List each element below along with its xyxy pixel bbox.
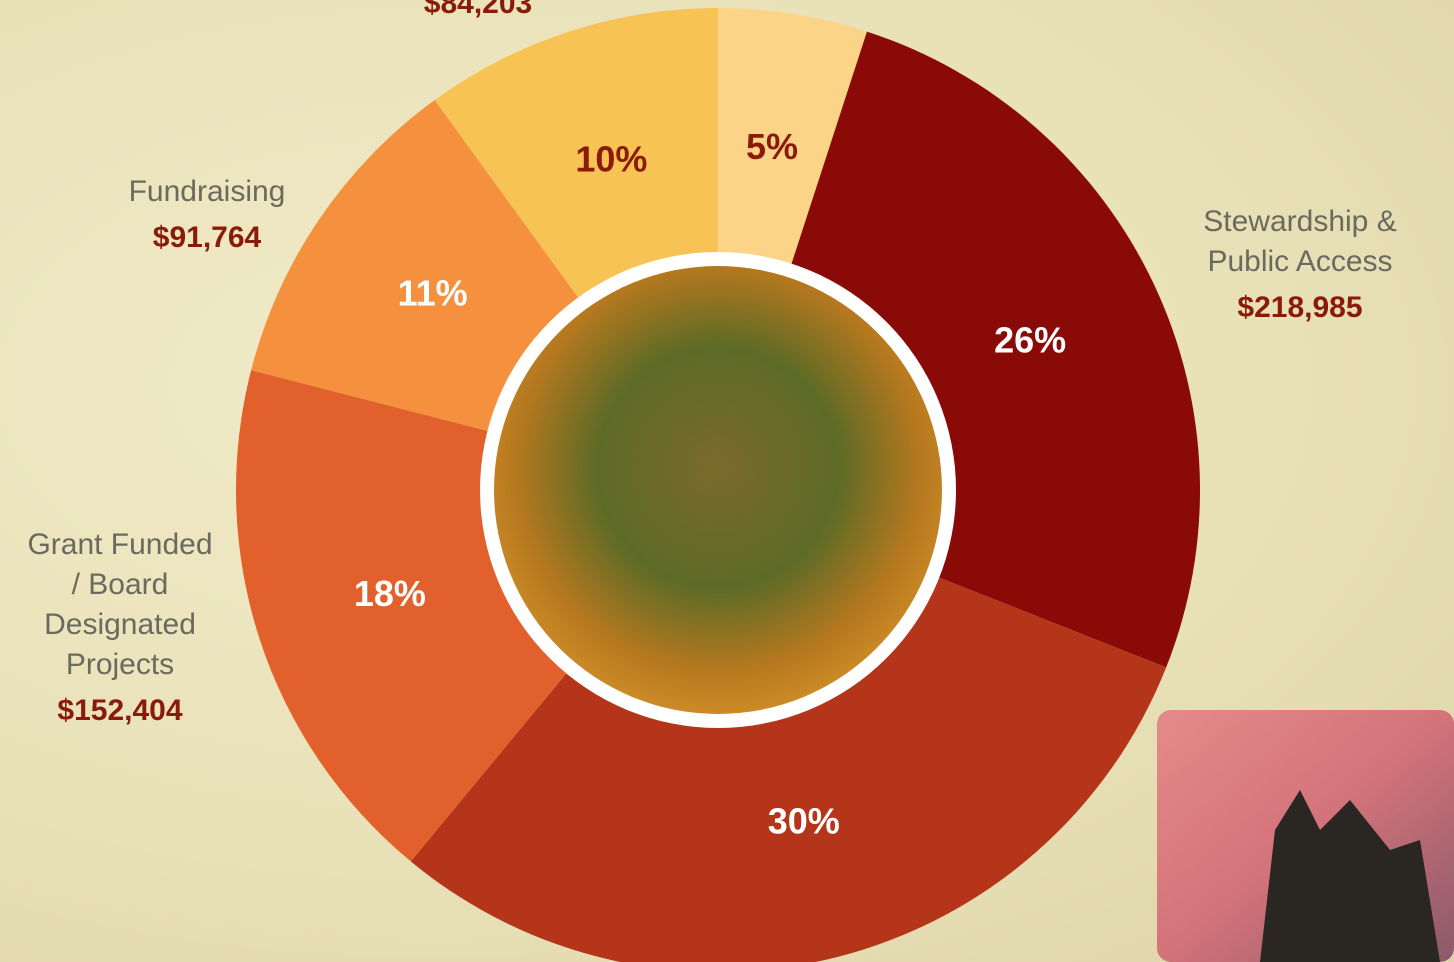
segment-label: Stewardship & Public Access $218,985 [1195, 202, 1405, 328]
percent-label: 26% [994, 320, 1066, 361]
category-name: Stewardship & Public Access [1203, 205, 1397, 278]
category-name: Fundraising [128, 175, 286, 208]
donut-segment [410, 490, 1167, 962]
category-name: Grant Funded / Board Designated Projects [27, 528, 213, 681]
amount: $84,203 [423, 0, 533, 20]
segment-label: Grant Funded / Board Designated Projects… [25, 525, 215, 731]
segment-label: $84,203 [373, 0, 583, 24]
percent-label: 18% [354, 573, 426, 614]
photo-detail [1260, 790, 1440, 962]
percent-label: 5% [746, 126, 798, 167]
percent-label: 11% [398, 273, 468, 314]
center-photo [494, 266, 942, 714]
percent-label: 10% [575, 138, 647, 179]
amount: $218,985 [1237, 291, 1363, 324]
amount: $152,404 [57, 694, 183, 727]
percent-label: 30% [768, 801, 840, 842]
segment-label: Fundraising $91,764 [102, 172, 312, 258]
amount: $91,764 [152, 221, 262, 254]
